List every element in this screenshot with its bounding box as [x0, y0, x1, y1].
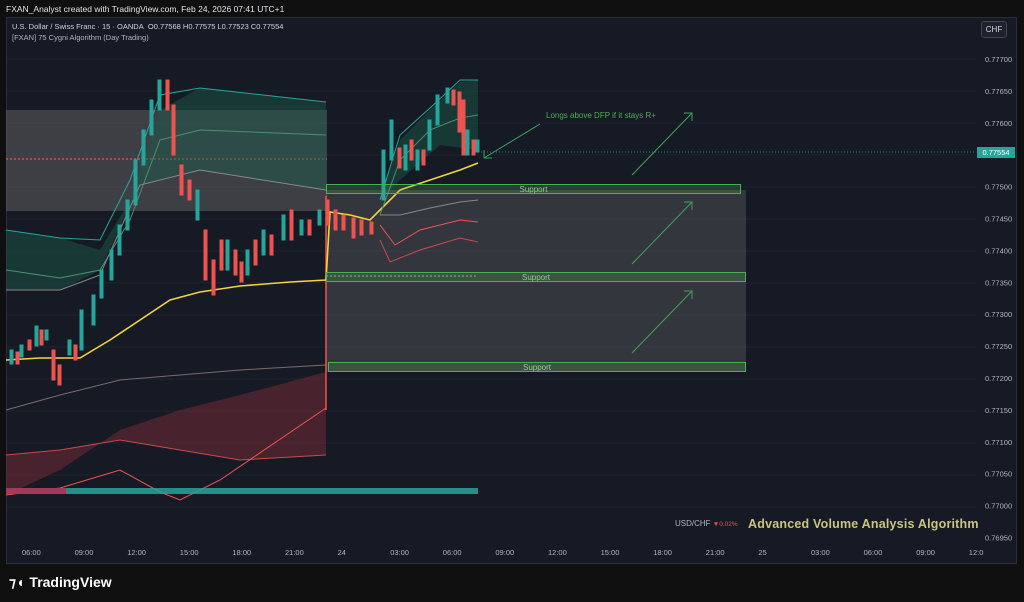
trend-arrows [483, 112, 693, 354]
time-tick-label: 03:00 [390, 548, 409, 557]
price-tick-label: 0.77150 [985, 406, 1012, 415]
symbol-name: U.S. Dollar / Swiss Franc · 15 · OANDA [12, 22, 144, 31]
time-tick-label: 09:00 [75, 548, 94, 557]
lower-band [6, 372, 326, 495]
price-tick-label: 0.77050 [985, 470, 1012, 479]
price-tick-label: 0.77200 [985, 374, 1012, 383]
price-tick-label: 0.77450 [985, 215, 1012, 224]
time-tick-label: 21:00 [285, 548, 304, 557]
time-tick-label: 09:00 [916, 548, 935, 557]
watermark-change: ▼0.02% [712, 521, 738, 528]
candles [9, 79, 480, 386]
symbol-watermark: USD/CHF ▼0.02% [675, 519, 738, 528]
time-tick-label: 06:00 [443, 548, 462, 557]
time-tick-label: 12:00 [548, 548, 567, 557]
time-tick-label: 12:0 [969, 548, 984, 557]
time-tick-label: 06:00 [864, 548, 883, 557]
price-tick-label: 0.77600 [985, 119, 1012, 128]
time-tick-label: 15:00 [180, 548, 199, 557]
brand-name: TradingView [29, 574, 112, 590]
price-tick-label: 0.77350 [985, 278, 1012, 287]
price-tick-label: 0.77000 [985, 502, 1012, 511]
time-tick-label: 18:00 [653, 548, 672, 557]
price-tick-label: 0.77400 [985, 246, 1012, 255]
time-tick-label: 03:00 [811, 548, 830, 557]
tradingview-logo[interactable]: ⁊◖ TradingView [9, 574, 112, 591]
prior-range-box [6, 110, 327, 211]
time-tick-label: 21:00 [706, 548, 725, 557]
current-price-label: 0.77554 [977, 147, 1015, 158]
algorithm-title: Advanced Volume Analysis Algorithm [748, 517, 979, 531]
time-tick-label: 15:00 [601, 548, 620, 557]
time-tick-label: 18:00 [232, 548, 251, 557]
footer-bar [0, 566, 1024, 602]
support-zone-1[interactable]: Support [326, 184, 741, 194]
chart-attribution: FXAN_Analyst created with TradingView.co… [6, 4, 285, 14]
time-tick-label: 06:00 [22, 548, 41, 557]
currency-button[interactable]: CHF [981, 21, 1007, 38]
watermark-symbol: USD/CHF [675, 519, 711, 528]
support-zone-3[interactable]: Support [328, 362, 746, 372]
time-axis: 06:00 09:00 12:00 15:00 18:00 21:00 24 03:00 06:… [22, 548, 983, 557]
price-tick-label: 0.76950 [985, 534, 1012, 543]
volume-strip [6, 488, 478, 494]
dfp-line [5, 162, 479, 361]
chart-legend: U.S. Dollar / Swiss Franc · 15 · OANDA O… [12, 21, 283, 43]
upper-band [6, 88, 326, 290]
price-tick-label: 0.77700 [985, 55, 1012, 64]
price-tick-label: 0.77300 [985, 310, 1012, 319]
price-tick-label: 0.77100 [985, 438, 1012, 447]
price-tick-label: 0.77650 [985, 87, 1012, 96]
price-tick-label: 0.77500 [985, 183, 1012, 192]
support-zone-2[interactable]: Support [326, 272, 746, 282]
time-tick-label: 12:00 [127, 548, 146, 557]
time-tick-label: 24 [338, 548, 346, 557]
time-tick-label: 09:00 [495, 548, 514, 557]
price-tick-label: 0.77250 [985, 342, 1012, 351]
trade-note: Longs above DFP if it stays R+ [546, 111, 656, 120]
price-axis: 0.777000.776500.776000.775500.775000.774… [985, 55, 1012, 543]
tradingview-logo-icon: ⁊◖ [9, 574, 25, 590]
time-tick-label: 25 [758, 548, 766, 557]
ohlc-values: O0.77568 H0.77575 L0.77523 C0.77554 [147, 22, 284, 31]
indicator-name[interactable]: [FXAN] 75 Cygni Algorithm (Day Trading) [12, 33, 149, 42]
symbol-line[interactable]: U.S. Dollar / Swiss Franc · 15 · OANDA O… [12, 21, 283, 32]
